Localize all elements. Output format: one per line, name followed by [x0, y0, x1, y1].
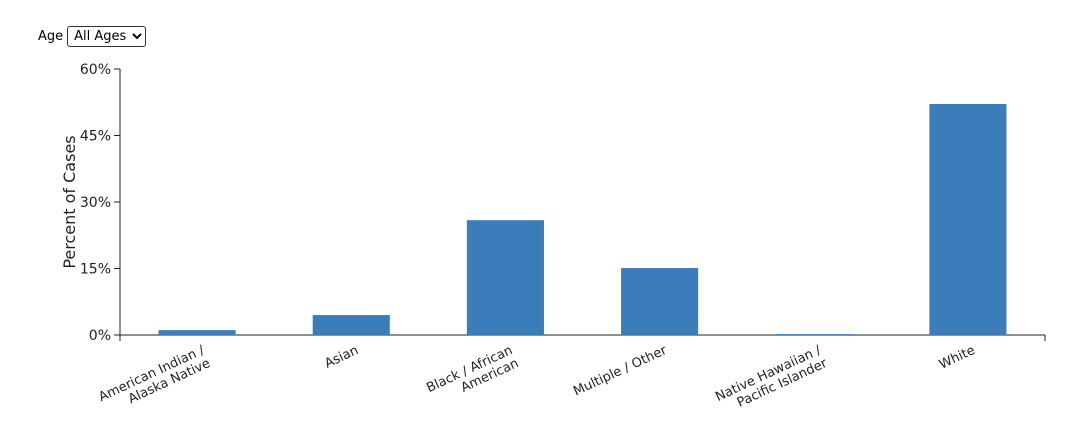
bar — [775, 334, 853, 335]
x-tick-label: American Indian /Alaska Native — [97, 343, 214, 418]
y-tick-label: 0% — [89, 328, 111, 344]
bar — [158, 330, 236, 335]
x-tick-label: Multiple / Other — [571, 343, 670, 400]
age-select[interactable]: All Ages — [67, 26, 147, 47]
bar — [466, 220, 544, 335]
age-filter: Age All Ages — [38, 26, 147, 47]
x-tick-label: Native Hawaiian /Pacific Islander — [713, 343, 830, 418]
y-axis-title: Percent of Cases — [60, 135, 79, 268]
x-tick-label: White — [937, 343, 978, 373]
bar — [312, 315, 390, 335]
bar — [929, 104, 1007, 335]
y-tick-label: 45% — [80, 129, 111, 145]
y-tick-label: 15% — [80, 262, 111, 278]
y-tick-label: 60% — [80, 62, 111, 78]
x-tick-label: Asian — [322, 343, 360, 372]
x-tick-label: Black / AfricanAmerican — [424, 343, 521, 409]
filter-label: Age — [38, 29, 64, 44]
y-tick-label: 30% — [80, 195, 111, 211]
bar — [621, 268, 699, 335]
